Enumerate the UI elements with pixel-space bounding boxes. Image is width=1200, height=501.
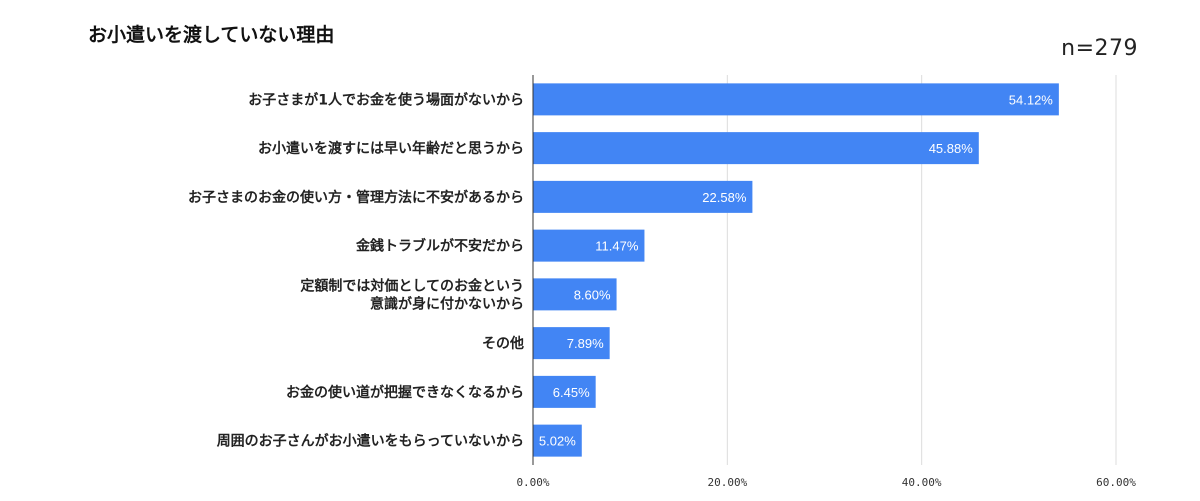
x-tick-label: 60.00% — [1096, 476, 1136, 489]
bar — [533, 83, 1059, 116]
x-tick-label: 0.00% — [516, 476, 549, 489]
bar-value-label: 7.89% — [567, 336, 604, 351]
bar-value-label: 5.02% — [539, 434, 576, 449]
category-label: お金の使い道が把握できなくなるから — [286, 384, 524, 401]
category-label: お子さまが1人でお金を使う場面がないから — [248, 91, 524, 108]
bar-value-label: 8.60% — [574, 287, 611, 302]
category-label: 金銭トラブルが不安だから — [355, 238, 524, 255]
x-tick-label: 40.00% — [902, 476, 942, 489]
bar-value-label: 6.45% — [553, 385, 590, 400]
category-label: お小遣いを渡すには早い年齢だと思うから — [258, 140, 524, 157]
category-label: その他 — [482, 335, 524, 352]
bar — [533, 424, 582, 457]
bar — [533, 229, 645, 262]
bar — [533, 375, 596, 408]
bar-value-label: 11.47% — [595, 239, 639, 254]
bar-value-label: 45.88% — [929, 141, 974, 156]
category-label: 定額制では対価としてのお金という意識が身に付かないから — [300, 277, 524, 312]
chart-title: お小遣いを渡していない理由 — [88, 24, 335, 46]
bar-value-label: 22.58% — [702, 190, 747, 205]
bar — [533, 180, 753, 213]
sample-size-note: n=279 — [1061, 36, 1138, 61]
x-tick-label: 20.00% — [707, 476, 747, 489]
bar — [533, 132, 979, 165]
bar — [533, 327, 610, 360]
category-label: お子さまのお金の使い方・管理方法に不安があるから — [188, 189, 524, 206]
category-label: 周囲のお子さんがお小遣いをもらっていないから — [217, 433, 524, 450]
bar — [533, 278, 617, 311]
bar-value-label: 54.12% — [1009, 92, 1054, 107]
